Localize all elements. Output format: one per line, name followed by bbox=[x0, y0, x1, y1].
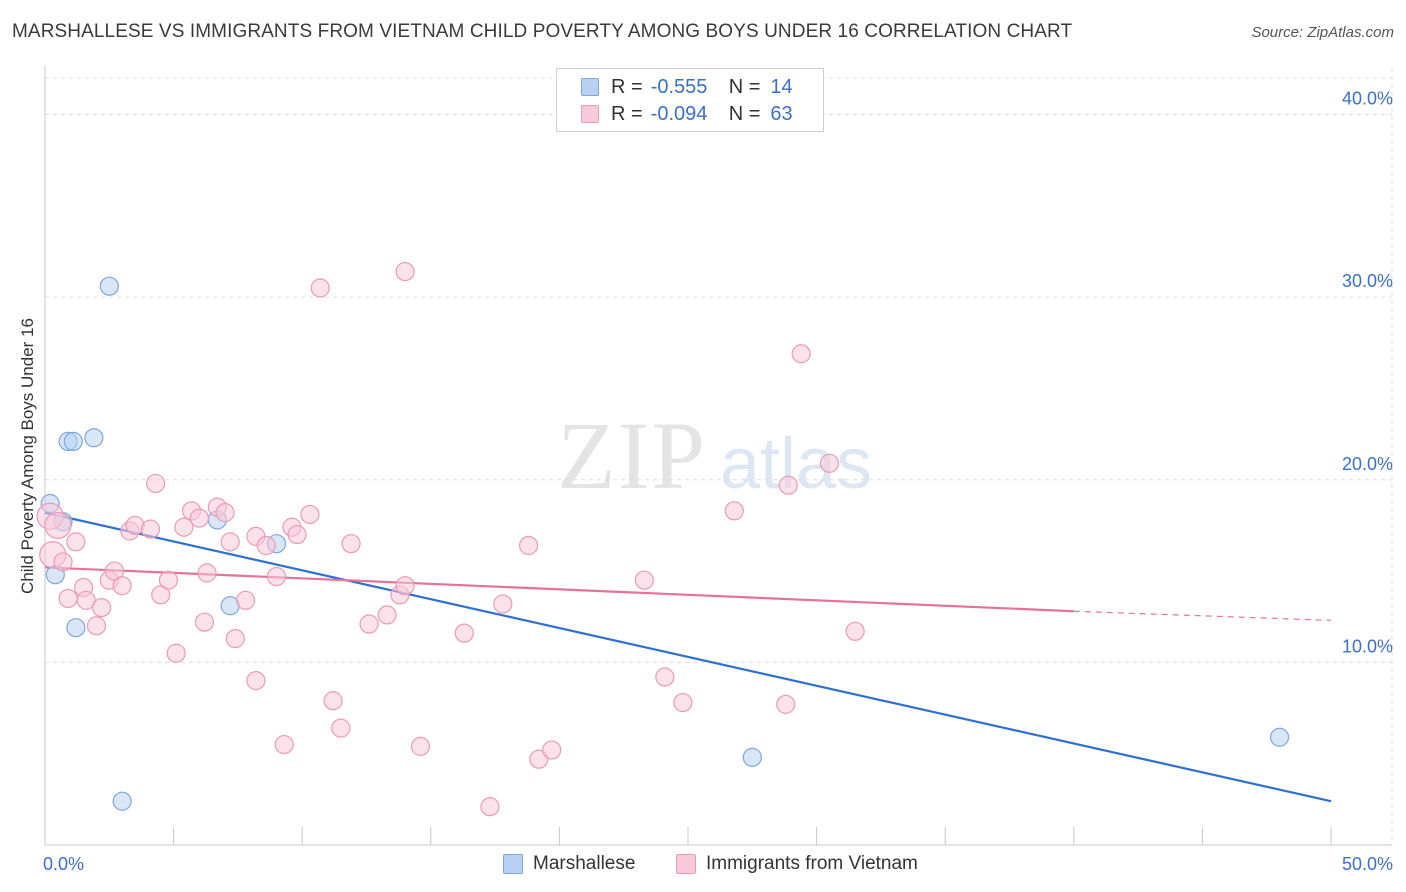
trend-lines bbox=[44, 511, 1332, 803]
y-tick-label: 10.0% bbox=[1342, 636, 1393, 656]
vietnam-point bbox=[194, 612, 215, 632]
vietnam-point bbox=[634, 570, 654, 590]
vietnam-point bbox=[776, 694, 796, 714]
marshallese-point bbox=[742, 747, 762, 767]
marshallese-trend-line bbox=[44, 511, 1332, 803]
vietnam-point bbox=[395, 576, 415, 596]
n-value: 63 bbox=[770, 102, 793, 125]
vietnam-point bbox=[300, 504, 320, 525]
vietnam-point bbox=[359, 614, 379, 634]
watermark-zip: ZIP bbox=[557, 402, 707, 509]
vietnam-point bbox=[778, 475, 798, 495]
marshallese-point bbox=[84, 428, 104, 448]
marshallese-point bbox=[112, 791, 132, 811]
vietnam-point bbox=[493, 594, 513, 614]
vietnam-point bbox=[323, 691, 343, 711]
tick-labels: 10.0% 20.0% 30.0% 40.0% 0.0% 50.0% bbox=[43, 89, 1393, 874]
vietnam-point bbox=[44, 511, 72, 540]
vietnam-point bbox=[819, 453, 840, 473]
vietnam-legend-swatch bbox=[676, 854, 696, 874]
x-tick-label: 0.0% bbox=[43, 854, 84, 874]
legend-label: Immigrants from Vietnam bbox=[706, 853, 918, 874]
vietnam-point bbox=[174, 517, 194, 537]
vietnam-point bbox=[58, 588, 78, 609]
stats-row-marshallese: R = -0.555 N = 14 bbox=[581, 74, 793, 100]
data-points bbox=[36, 261, 1290, 817]
marshallese-point bbox=[63, 431, 83, 452]
vietnam-point bbox=[341, 534, 361, 554]
r-value: -0.555 bbox=[650, 75, 708, 98]
vietnam-point bbox=[197, 563, 217, 583]
vietnam-point bbox=[845, 621, 865, 641]
vietnam-point bbox=[246, 671, 266, 691]
vietnam-point bbox=[310, 278, 330, 298]
vietnam-point bbox=[158, 570, 179, 590]
vietnam-point bbox=[53, 552, 73, 572]
vietnam-swatch bbox=[581, 105, 599, 123]
vietnam-point bbox=[189, 508, 209, 528]
vietnam-point bbox=[791, 344, 811, 364]
x-tick-label: 50.0% bbox=[1342, 854, 1393, 874]
vietnam-point bbox=[86, 616, 107, 636]
stats-row-vietnam: R = -0.094 N = 63 bbox=[581, 101, 793, 127]
vietnam-point bbox=[395, 261, 415, 282]
y-tick-label: 40.0% bbox=[1342, 89, 1393, 109]
vietnam-point bbox=[91, 597, 112, 618]
vietnam-point bbox=[542, 740, 562, 760]
marshallese-point bbox=[66, 618, 86, 638]
vietnam-point bbox=[225, 629, 245, 649]
vietnam-point bbox=[140, 519, 161, 539]
vietnam-point bbox=[166, 643, 186, 663]
vietnam-point bbox=[724, 501, 744, 521]
vietnam-point bbox=[112, 576, 132, 596]
vietnam-point bbox=[145, 473, 166, 494]
y-tick-label: 20.0% bbox=[1342, 454, 1393, 474]
vietnam-point bbox=[331, 718, 351, 738]
vietnam-point bbox=[66, 532, 86, 552]
vietnam-point bbox=[287, 524, 307, 545]
vietnam-trend-line bbox=[44, 566, 1074, 613]
vietnam-point bbox=[256, 535, 276, 556]
correlation-stats-box: R = -0.555 N = 14 R = -0.094 N = 63 bbox=[556, 68, 824, 132]
vietnam-point bbox=[454, 623, 474, 643]
gridlines bbox=[45, 68, 1393, 845]
vietnam-point bbox=[266, 566, 287, 587]
vietnam-point bbox=[673, 692, 693, 713]
y-tick-label: 30.0% bbox=[1342, 271, 1393, 291]
vietnam-point bbox=[236, 590, 256, 610]
n-value: 14 bbox=[770, 75, 793, 98]
vietnam-point bbox=[518, 535, 539, 556]
marshallese-point bbox=[1269, 727, 1290, 747]
source-label: Source: ZipAtlas.com bbox=[1251, 24, 1394, 41]
vietnam-trend-extrapolation bbox=[1073, 610, 1332, 621]
vietnam-point bbox=[410, 736, 431, 756]
vietnam-point bbox=[377, 605, 397, 625]
vietnam-point bbox=[480, 797, 500, 817]
marshallese-point bbox=[99, 276, 119, 296]
r-value: -0.094 bbox=[650, 102, 708, 125]
legend-item-marshallese: Marshallese bbox=[503, 851, 635, 877]
marshallese-swatch bbox=[581, 78, 599, 96]
axes bbox=[44, 66, 1392, 846]
chart-title: MARSHALLESE VS IMMIGRANTS FROM VIETNAM C… bbox=[12, 21, 1073, 42]
watermark-atlas: atlas bbox=[720, 424, 872, 504]
n-label: N = bbox=[728, 75, 761, 98]
vietnam-point bbox=[220, 532, 240, 552]
n-label: N = bbox=[728, 102, 761, 125]
watermark: ZIP atlas bbox=[557, 402, 872, 509]
legend-item-vietnam: Immigrants from Vietnam bbox=[676, 851, 918, 877]
marshallese-legend-swatch bbox=[503, 854, 523, 874]
vietnam-point bbox=[274, 734, 294, 755]
r-label: R = bbox=[611, 75, 643, 98]
vietnam-point bbox=[215, 503, 235, 523]
vietnam-point bbox=[76, 590, 96, 610]
legend-label: Marshallese bbox=[533, 853, 636, 874]
vietnam-point bbox=[655, 667, 675, 687]
r-label: R = bbox=[611, 102, 643, 125]
